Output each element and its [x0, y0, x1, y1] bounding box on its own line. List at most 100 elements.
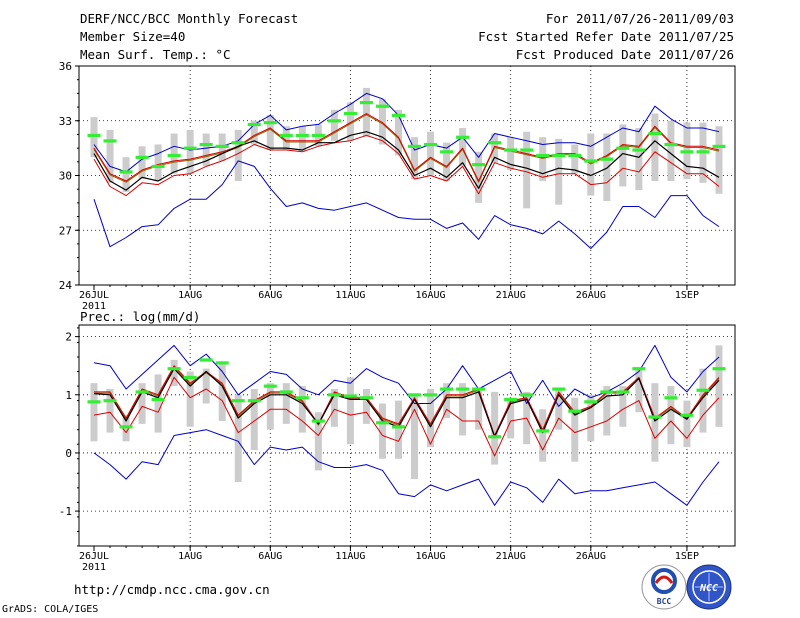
- x-year-label: 2011: [82, 562, 106, 573]
- spread-bar: [667, 386, 675, 445]
- spread-bar: [298, 126, 306, 152]
- source-url[interactable]: http://cmdp.ncc.cma.gov.cn: [74, 582, 270, 597]
- median-bar: [568, 409, 582, 413]
- median-bar: [664, 142, 678, 147]
- median-bar: [327, 119, 341, 123]
- x-tick-label: 26AUG: [576, 290, 606, 301]
- median-bar: [488, 141, 502, 145]
- median-bar: [183, 375, 197, 380]
- y-tick-label: 33: [59, 115, 72, 128]
- y-tick-label: 0: [65, 447, 72, 460]
- spread-bar: [282, 383, 290, 424]
- spread-bar: [266, 115, 274, 150]
- median-bar: [440, 150, 454, 154]
- spread-bar: [362, 388, 370, 424]
- x-year-label: 2011: [82, 301, 106, 312]
- ncc-logo-text: NCC: [699, 583, 718, 594]
- y-tick-label: 30: [59, 170, 72, 183]
- median-bar: [295, 133, 309, 138]
- spread-bar: [378, 98, 386, 145]
- spread-bar: [346, 377, 354, 445]
- spread-bar: [443, 142, 451, 181]
- series-min-line: [93, 160, 720, 249]
- median-bar: [391, 425, 405, 429]
- median-bar: [504, 148, 518, 152]
- x-tick-label: 6AUG: [258, 551, 282, 562]
- spread-bar: [651, 383, 659, 462]
- spread-bar: [186, 371, 194, 427]
- x-tick-label: 26AUG: [576, 551, 606, 562]
- median-bar: [456, 387, 470, 391]
- spread-bar: [298, 386, 306, 433]
- forecast-produced-date: Fcst Produced Date 2011/07/26: [515, 47, 734, 62]
- y-tick-label: 1: [65, 389, 72, 402]
- median-bar: [135, 155, 149, 159]
- plot-frame: [78, 324, 736, 547]
- spread-bar: [683, 400, 691, 448]
- chart-title: DERF/NCC/BCC Monthly Forecast: [80, 11, 299, 26]
- spread-bar: [394, 400, 402, 459]
- median-bar: [504, 397, 518, 402]
- median-bar: [536, 429, 550, 433]
- y-tick-label: -1: [59, 505, 72, 518]
- spread-bar: [234, 129, 242, 181]
- median-bar: [375, 421, 389, 425]
- median-bar: [632, 367, 646, 371]
- spread-bar: [154, 144, 162, 181]
- median-bar: [167, 367, 181, 371]
- member-size: Member Size=40: [80, 29, 186, 44]
- median-bar: [552, 387, 566, 391]
- median-bar: [279, 390, 293, 394]
- median-bar: [263, 121, 277, 125]
- median-bar: [247, 122, 261, 127]
- spread-bar: [459, 128, 467, 167]
- median-bar: [167, 153, 181, 158]
- variable-label-temp: Mean Surf. Temp.: °C: [80, 47, 231, 62]
- median-bar: [119, 170, 133, 174]
- median-bar: [424, 393, 438, 397]
- median-bar: [616, 146, 630, 150]
- median-bar: [648, 415, 662, 419]
- series-lower-quantile-line: [93, 134, 720, 197]
- median-bar: [488, 435, 502, 439]
- spread-bar: [394, 109, 402, 156]
- median-bar: [103, 139, 117, 143]
- spread-bar: [218, 362, 226, 421]
- spread-bar: [106, 388, 114, 433]
- spread-bar: [154, 374, 162, 433]
- median-bar: [279, 133, 293, 138]
- spread-bar: [90, 117, 98, 158]
- median-bar: [584, 159, 598, 163]
- median-bar: [552, 153, 566, 158]
- spread-bar: [523, 131, 531, 209]
- median-bar: [343, 394, 357, 398]
- series-max-line: [93, 92, 720, 173]
- spread-bar: [90, 383, 98, 442]
- median-bar: [424, 142, 438, 147]
- median-bar: [632, 148, 646, 152]
- median-bar: [103, 399, 117, 403]
- spread-bar: [443, 383, 451, 419]
- spread-bar: [138, 146, 146, 180]
- median-bar: [215, 361, 229, 365]
- series-upper-quantile-line: [94, 365, 720, 436]
- spread-bar: [122, 157, 130, 192]
- forecast-period: For 2011/07/26-2011/09/03: [545, 11, 734, 26]
- spread-bar: [635, 128, 643, 191]
- spread-bar: [539, 409, 547, 462]
- x-tick-label: 16AUG: [415, 290, 445, 301]
- median-bar: [664, 396, 678, 400]
- median-bar: [391, 113, 405, 117]
- median-bar: [215, 144, 229, 148]
- x-tick-label: 16AUG: [415, 551, 445, 562]
- series-lower-quantile-line: [93, 376, 720, 457]
- median-bar: [119, 425, 133, 429]
- temperature-panel: 24 27 30 33 36 26JUL 1AUG 6AUG 11AUG 16AUG 21AUG 26…: [59, 60, 736, 312]
- spread-bar: [378, 403, 386, 459]
- spread-bar: [475, 151, 483, 203]
- spread-bar: [619, 386, 627, 427]
- median-bar: [648, 132, 662, 136]
- spread-bar: [330, 109, 338, 141]
- median-bar: [359, 396, 373, 400]
